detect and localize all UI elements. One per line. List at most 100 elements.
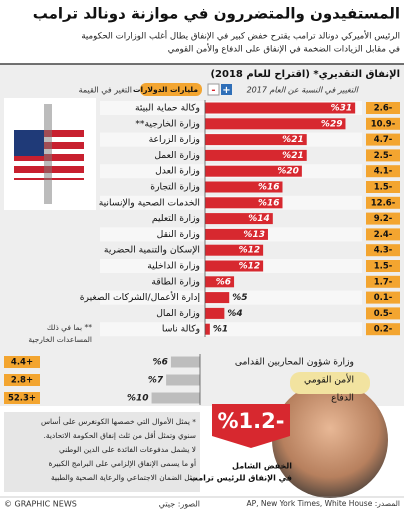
category-label: وزارة العدل	[155, 166, 200, 177]
category-label: وزارة الزراعة	[149, 134, 200, 145]
amount-box	[366, 291, 400, 304]
legend-symbol: -	[211, 85, 215, 96]
bar-label: %29	[321, 119, 343, 129]
amount-label: 0.2-	[374, 325, 393, 335]
bar	[205, 149, 307, 161]
unit-pill	[140, 83, 202, 96]
bar	[205, 165, 302, 177]
source: المصدر: AP, New York Times, White House	[246, 499, 400, 508]
amount-box	[366, 133, 400, 146]
amount-box	[366, 307, 400, 320]
category-label: وزارة التجارة	[150, 182, 200, 193]
bar-label: %12	[239, 246, 261, 256]
amount-label: 2.5-	[374, 151, 393, 161]
bar	[205, 307, 225, 319]
category-label: وزارة شؤون المحاربين القدامى	[235, 357, 354, 368]
amount-box	[4, 374, 40, 386]
bar-label: %4	[227, 309, 242, 319]
bar-label: %10	[127, 394, 149, 404]
bar	[205, 323, 210, 335]
category-label: الخدمات الصحية والإنسانية	[99, 197, 200, 208]
bar	[170, 356, 200, 368]
credit: © GRAPHIC NEWS	[4, 500, 77, 509]
note: ** بما في ذلك	[47, 323, 92, 332]
category-label: وزارة العمل	[154, 150, 200, 161]
category-label: وزارة الخارجية**	[135, 118, 200, 129]
amount-label: 4.1-	[374, 167, 393, 177]
bar-label: %21	[282, 135, 304, 145]
bar-label: %31	[331, 104, 353, 114]
amount-box	[366, 102, 400, 114]
amount-box	[366, 228, 400, 241]
bar-label: %21	[282, 151, 304, 161]
bar	[205, 228, 268, 240]
amount-label: 4.4+	[11, 358, 33, 368]
title: المستفيدون والمتضررون في موازنة دونالد ت…	[33, 5, 400, 23]
unit-label: مليارات الدولارات	[133, 85, 198, 94]
amount-box	[366, 260, 400, 272]
amount-label: 4.3-	[374, 246, 393, 256]
bar-label: %5	[232, 293, 247, 303]
overall-caption: الخفض الشامل	[232, 462, 292, 472]
category-label: وكالة ناسا	[162, 324, 200, 335]
amount-box	[366, 212, 400, 225]
footnote: مثل الضمان الاجتماعي والرعاية الصحية وال…	[51, 473, 196, 482]
bar	[205, 197, 283, 209]
amount-box	[366, 196, 400, 209]
category-label: إدارة الأعمال/الشركات الصغيرة	[80, 291, 201, 303]
overall-caption: في الإنفاق للرئيس ترامب	[190, 474, 292, 484]
amount-label: 1.7-	[374, 277, 393, 287]
category-label: الأمن القومي	[304, 374, 354, 386]
subtitle: في مقابل الزيادات الضخمة في الإنفاق على …	[168, 43, 400, 55]
footnote-box	[4, 412, 200, 492]
bar-label: %6	[153, 358, 168, 368]
category-label: وزارة الداخلية	[147, 261, 200, 272]
flag	[14, 104, 84, 204]
amount-box	[366, 244, 400, 257]
category-label: وزارة المال	[156, 308, 200, 319]
bar-label: %6	[216, 277, 231, 287]
bar	[205, 134, 307, 146]
bar-label: %1	[213, 325, 228, 335]
footnote: أو ما يسمى الإنفاق الإلزامي على البرامج …	[49, 458, 196, 468]
column-label: التغير في القيمة	[79, 86, 132, 95]
overall-badge	[212, 404, 290, 448]
bar-label: %20	[277, 167, 299, 177]
amount-label: 1.5-	[374, 183, 393, 193]
flag-canton	[14, 130, 44, 156]
bar	[205, 118, 346, 130]
category-label: وزارة التعليم	[152, 213, 200, 224]
bar	[151, 392, 200, 404]
amount-box	[4, 356, 40, 368]
dollar-bar	[44, 104, 52, 204]
legend-symbol: +	[222, 85, 230, 96]
bar	[205, 102, 356, 114]
president-photo	[272, 382, 388, 498]
amount-label: 12.6-	[371, 198, 396, 208]
category-label: الدفاع	[331, 393, 354, 404]
bar	[205, 292, 230, 304]
section-title: الإنفاق التقديري* (اقتراح للعام 2018)	[210, 69, 400, 80]
bar-label: %14	[248, 214, 270, 224]
category-label: الإسكان والتنمية الحضرية	[104, 245, 200, 256]
amount-box	[366, 149, 400, 162]
bar	[205, 244, 264, 256]
legend-swatch	[207, 83, 220, 96]
bar	[166, 374, 200, 386]
bar	[205, 260, 264, 272]
amount-box	[366, 275, 400, 288]
row-band	[100, 290, 362, 305]
hair	[290, 372, 370, 394]
bar-label: %13	[243, 230, 265, 240]
amount-label: 9.2-	[374, 214, 393, 224]
amount-label: 2.4-	[374, 230, 393, 240]
bar-label: %7	[148, 376, 164, 386]
footnote: لا يشمل مدفوعات الفائدة على الدين الوطني	[59, 445, 196, 454]
category-label: وزارة النقل	[157, 229, 200, 240]
bar-label: %12	[239, 262, 261, 272]
footnote: * يمثل الأموال التي خصصها الكونغرس على أ…	[41, 416, 196, 426]
legend-label: التغيير في النسبة عن العام 2017	[247, 86, 359, 95]
amount-label: 52.3+	[8, 394, 36, 404]
row-band	[100, 322, 362, 337]
